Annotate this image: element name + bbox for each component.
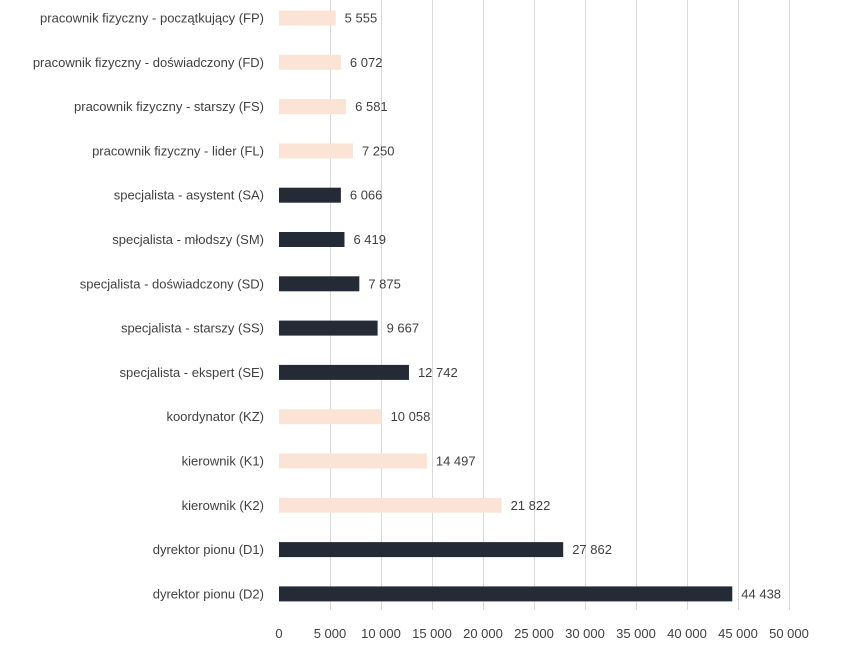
value-label-5: 6 419: [353, 232, 386, 247]
value-label-6: 7 875: [368, 276, 401, 291]
bar-6: [279, 276, 360, 292]
bar-0: [279, 10, 336, 26]
x-tick-label-0: 0: [275, 626, 282, 641]
bar-2: [279, 99, 347, 115]
bar-13: [279, 586, 733, 602]
value-label-11: 21 822: [511, 498, 551, 513]
bar-10: [279, 453, 427, 469]
value-label-13: 44 438: [741, 586, 781, 601]
x-tick-label-6: 30 000: [565, 626, 605, 641]
category-label-5: specjalista - młodszy (SM): [112, 232, 264, 247]
bar-1: [279, 54, 341, 70]
category-label-1: pracownik fizyczny - doświadczony (FD): [33, 55, 264, 70]
x-tick-label-2: 10 000: [361, 626, 401, 641]
value-label-10: 14 497: [436, 454, 476, 469]
category-label-11: kierownik (K2): [182, 498, 264, 513]
x-tick-label-7: 35 000: [616, 626, 656, 641]
value-label-7: 9 667: [387, 321, 420, 336]
category-label-9: koordynator (KZ): [166, 409, 264, 424]
category-label-0: pracownik fizyczny - początkujący (FP): [40, 11, 264, 26]
bar-4: [279, 187, 341, 203]
value-label-2: 6 581: [355, 99, 388, 114]
bar-12: [279, 542, 564, 558]
category-label-3: pracownik fizyczny - lider (FL): [92, 143, 264, 158]
value-label-1: 6 072: [350, 55, 383, 70]
category-label-12: dyrektor pionu (D1): [153, 542, 264, 557]
value-labels: 5 555 6 072 6 581 7 250 6 066 6 419 7 875 9 667…: [345, 11, 781, 602]
category-label-10: kierownik (K1): [182, 454, 264, 469]
bar-11: [279, 497, 502, 513]
gridlines: [330, 0, 790, 610]
bar-7: [279, 320, 378, 336]
x-tick-label-9: 45 000: [718, 626, 758, 641]
value-label-9: 10 058: [391, 409, 431, 424]
value-label-4: 6 066: [350, 188, 383, 203]
category-label-13: dyrektor pionu (D2): [153, 586, 264, 601]
x-tick-label-1: 5 000: [314, 626, 347, 641]
x-tick-label-5: 25 000: [514, 626, 554, 641]
value-label-8: 12 742: [418, 365, 458, 380]
bar-9: [279, 409, 382, 425]
category-labels: pracownik fizyczny - początkujący (FP) pr…: [33, 11, 264, 602]
value-label-3: 7 250: [362, 143, 395, 158]
x-tick-label-4: 20 000: [463, 626, 503, 641]
bars: [279, 10, 733, 602]
x-tick-label-3: 15 000: [412, 626, 452, 641]
bar-5: [279, 232, 345, 247]
category-label-7: specjalista - starszy (SS): [121, 321, 264, 336]
category-label-6: specjalista - doświadczony (SD): [80, 276, 264, 291]
category-label-8: specjalista - ekspert (SE): [120, 365, 265, 380]
bar-3: [279, 143, 353, 159]
x-tick-label-8: 40 000: [667, 626, 707, 641]
value-label-12: 27 862: [572, 542, 612, 557]
x-tick-label-10: 50 000: [769, 626, 809, 641]
bar-8: [279, 364, 409, 380]
category-label-4: specjalista - asystent (SA): [114, 188, 264, 203]
value-label-0: 5 555: [345, 11, 378, 26]
category-label-2: pracownik fizyczny - starszy (FS): [74, 99, 264, 114]
x-axis-ticks: 0 5 000 10 000 15 000 20 000 25 000 30 000 35 0…: [275, 626, 809, 641]
